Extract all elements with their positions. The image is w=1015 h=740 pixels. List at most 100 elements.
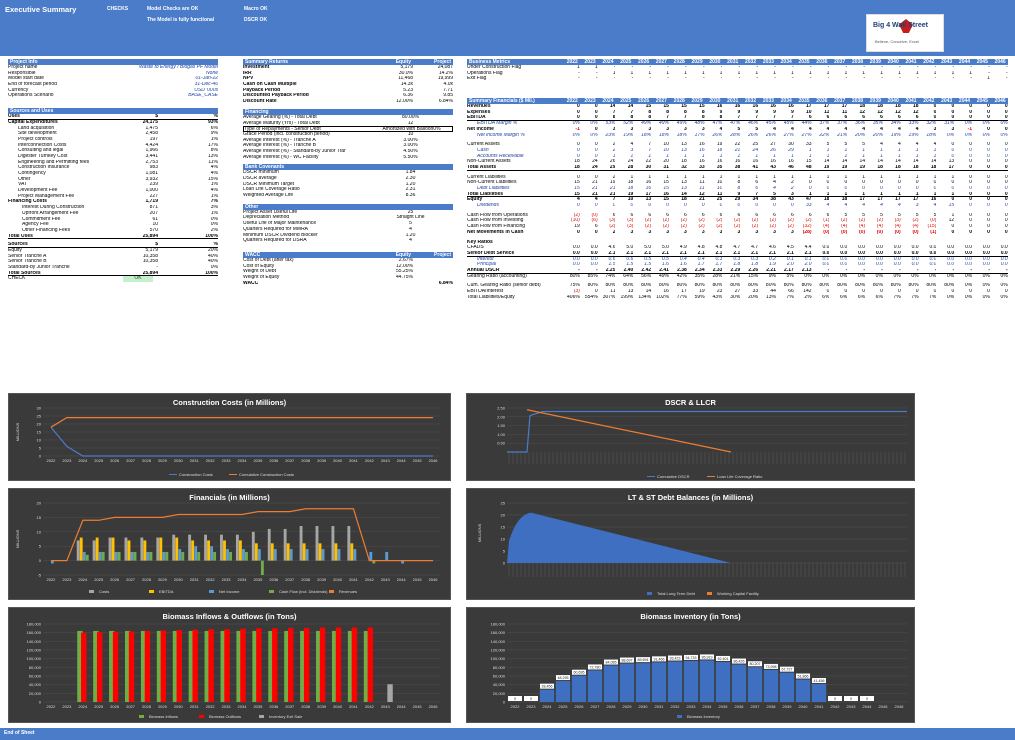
bar-costs (204, 534, 207, 561)
row-value: - (595, 70, 598, 76)
x-tick-label: 2027 (126, 458, 136, 463)
table-cell: 227 (149, 193, 158, 199)
x-tick-label: 2042 (365, 458, 375, 463)
row-value: 0% (840, 273, 848, 279)
row-value: 31% (944, 121, 955, 127)
business_metrics-row: Operations Flag - -1 1 1 1 1 1 1 1 1 1 1 1 1 1 1 1 1 1 1 1 1- - (467, 71, 1008, 77)
table-cell: Average Interest (%) - WC Facility (243, 154, 319, 160)
row-value: 0 (1004, 164, 1008, 170)
row-value: 0.0 (1000, 245, 1008, 251)
x-tick-label: 2033 (222, 704, 232, 709)
row-value: 0 (1004, 229, 1008, 235)
row-value: 1 (897, 191, 901, 197)
row-value: 5 (844, 212, 848, 218)
business-metrics-header-year: 2042 (923, 59, 935, 65)
uses-row: Financing Costs 1,719 7% (8, 199, 218, 205)
row-value: 22 (645, 159, 652, 165)
row-value: 64% (623, 273, 634, 279)
legend-swatch (647, 592, 652, 595)
row-value: 3 (648, 229, 652, 235)
row-value: 5 (897, 212, 901, 218)
row-value: 2.0 (804, 262, 812, 268)
row-value: 23 (716, 289, 723, 294)
table-cell: % (213, 114, 218, 119)
row-value: 29 (734, 197, 741, 203)
row-value: 0.0 (590, 245, 598, 251)
row-value: 4 (719, 126, 723, 132)
x-tick-label: 2044 (397, 704, 407, 709)
covenant-row: DSCR average 2.30 (243, 176, 453, 182)
row-value: 19 (841, 164, 848, 170)
data-label-bg (828, 696, 842, 701)
row-value: 0 (951, 186, 955, 191)
row-value: 6% (875, 294, 883, 300)
business-metrics-header-year: 2040 (887, 59, 899, 65)
row-value: 1 (933, 174, 937, 180)
row-value: 0.0 (911, 256, 919, 262)
row-value: 1.5 (608, 262, 616, 268)
row-value: 0 (755, 203, 759, 209)
x-tick-label: 2023 (527, 704, 537, 709)
row-value: 0.0 (929, 245, 937, 251)
table-cell: 6.36 (403, 93, 413, 99)
row-value: 1 (826, 191, 830, 197)
bar-outflows (96, 632, 103, 702)
summary-financials-header-year: 2023 (584, 98, 596, 105)
data-label-bg (748, 661, 762, 667)
row-value: 32 (681, 164, 687, 170)
row-label: Interest (477, 256, 494, 262)
bar-outflows (192, 629, 198, 702)
inventory-bar (635, 663, 651, 702)
other-row: Depreciation Method Straight Line (243, 215, 453, 221)
bar-outflows (240, 628, 246, 702)
summary-financials-header-year: 2028 (673, 98, 685, 105)
summary-financials-header-year: 2027 (655, 98, 667, 105)
row-label: Operations Flag (467, 70, 503, 76)
row-value: 0.6 (626, 256, 634, 262)
summary-financials-header-year: 2032 (744, 98, 757, 105)
row-value: 4 (844, 203, 848, 209)
row-value: 34 (752, 197, 759, 203)
x-tick-label: 2022 (511, 704, 521, 709)
row-value: 0.0 (875, 256, 883, 262)
row-value: 0 (969, 159, 973, 165)
row-value: 80% (605, 283, 616, 289)
row-value: - (1006, 70, 1008, 76)
row-value: (2) (787, 218, 794, 224)
bar-net-income (385, 551, 389, 561)
bar-ebitda (318, 543, 322, 561)
bar-ebitda (79, 537, 83, 561)
table-cell: 6.84% (438, 99, 453, 105)
row-value: (0) (858, 229, 866, 235)
row-value: 29 (788, 147, 794, 153)
sources-row: Senior Tranche A 10,358 40% (8, 254, 218, 260)
y-tick-label: 180,000 (491, 622, 506, 627)
summary-returns-header-col: Equity (395, 59, 411, 65)
summary-financials-header-year: 2029 (691, 98, 703, 105)
y-tick-label: 140,000 (491, 639, 506, 644)
financing-row: Average Interest (%) - WC Facility 5.50% (243, 155, 453, 161)
construction-costs-chart: Construction Costs (in Millions) 0 5 10 15 20… (8, 393, 451, 481)
row-value: 0% (857, 273, 866, 279)
y-tick-label: 0.50 (497, 441, 506, 446)
row-value: 80% (926, 283, 937, 289)
uses-row: VAT 239 1% (8, 182, 218, 188)
row-value: 0 (987, 126, 990, 132)
row-value: 0 (987, 104, 990, 110)
row-value: 18 (895, 104, 901, 110)
row-value: 2 (612, 229, 616, 235)
data-label-bg (796, 673, 810, 679)
row-value: - (578, 267, 580, 273)
x-tick-label: 2043 (381, 458, 391, 463)
bar-cash-flow (165, 551, 169, 561)
row-value: 0 (594, 174, 598, 180)
row-value: 0 (915, 180, 919, 186)
wacc-header-label: WACC (245, 251, 261, 258)
bar-outflows (351, 627, 358, 702)
row-value: 199% (620, 294, 634, 300)
row-value: 1 (915, 153, 919, 159)
financials-row: Non-Current Assets 18 24 26 24 22 20 18 16 16 16 16… (467, 159, 1008, 165)
row-value: 37% (837, 121, 848, 127)
row-value: 0 (933, 115, 937, 121)
y-axis-label: MILLIONS (15, 529, 20, 548)
